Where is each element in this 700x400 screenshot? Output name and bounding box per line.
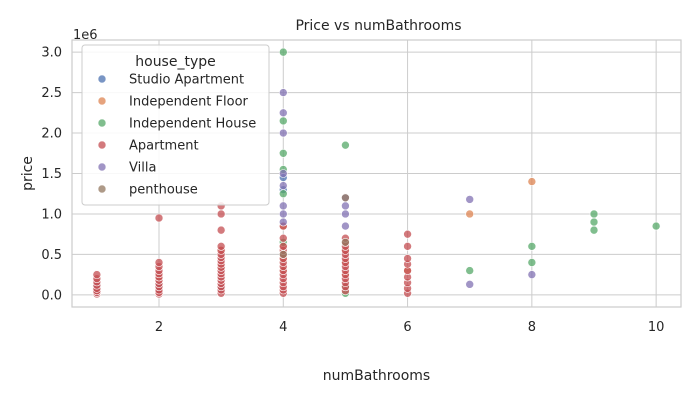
point-villa [278,181,288,190]
point-villa [341,221,350,231]
legend-marker-studio-apartment [97,74,107,84]
y-axis-label: price [20,156,36,191]
legend-label-studio-apartment: Studio Apartment [129,73,244,88]
legend-marker-independent-house [97,118,107,128]
x-tick-label: 10 [648,320,665,335]
point-villa [278,217,288,227]
point-independent-house [651,221,661,231]
point-apartment [403,229,412,239]
point-apartment [403,254,412,263]
point-villa [465,195,475,204]
point-apartment [216,225,226,235]
point-villa [278,108,288,118]
plot-frame [71,39,682,308]
point-villa [278,201,288,211]
legend: house_type Studio Apartment Independent F… [81,44,270,206]
legend-label-independent-house: Independent House [129,117,256,132]
point-villa [465,280,475,289]
legend-box [81,44,270,206]
legend-title: house_type [135,54,216,70]
point-penthouse [341,237,350,247]
legend-label-penthouse: penthouse [129,183,198,198]
point-apartment [216,209,226,219]
x-tick-label: 2 [155,320,163,335]
point-independent-floor [527,177,537,186]
point-apartment [154,258,164,267]
x-axis-ticks: 2 4 6 8 10 [155,320,665,335]
point-villa [278,88,288,97]
point-apartment [403,242,412,251]
point-independent-house [278,116,288,126]
point-villa [278,128,288,138]
point-apartment [92,270,102,279]
point-apartment [216,242,226,251]
point-independent-house [589,217,599,227]
legend-label-villa: Villa [129,161,156,176]
x-tick-label: 6 [403,320,411,335]
point-independent-floor [465,209,475,219]
point-independent-house [589,209,599,219]
point-independent-house [465,266,475,275]
x-tick-label: 4 [279,320,287,335]
legend-items: Studio Apartment Independent Floor Indepen… [97,73,256,198]
x-axis-label: numBathrooms [323,368,430,384]
legend-marker-villa [97,162,107,172]
data-points [92,47,661,299]
point-villa [527,270,537,279]
y-tick-label: 2.0 [41,127,62,142]
y-tick-label: 1.0 [41,207,62,222]
legend-marker-independent-floor [97,96,107,106]
point-independent-house [527,258,537,267]
legend-marker-apartment [97,140,107,150]
y-tick-label: 3.0 [41,46,62,61]
point-independent-house [278,189,288,199]
legend-label-apartment: Apartment [129,139,199,154]
x-tick-label: 8 [528,320,536,335]
y-tick-label: 2.5 [41,86,62,101]
point-penthouse [341,193,350,203]
point-apartment [154,213,164,223]
point-independent-house [589,225,599,235]
y-tick-label: 0.5 [41,248,62,263]
point-independent-house [278,148,288,158]
legend-marker-penthouse [97,184,107,194]
y-tick-label: 0.0 [41,288,62,303]
y-tick-label: 1.5 [41,167,62,182]
point-villa [341,209,350,219]
legend-label-independent-floor: Independent Floor [129,95,249,110]
point-independent-house [527,242,537,251]
point-apartment [278,233,288,243]
point-apartment [278,242,288,251]
y-offset-label: 1e6 [73,28,98,43]
point-villa [341,201,350,211]
point-villa [278,209,288,219]
y-axis-ticks: 0.0 0.5 1.0 1.5 2.0 2.5 3.0 [41,46,62,304]
point-independent-house [341,140,350,150]
point-independent-house [278,47,288,57]
point-villa [278,169,288,178]
point-penthouse [278,250,288,259]
chart-title: Price vs numBathrooms [295,18,461,34]
